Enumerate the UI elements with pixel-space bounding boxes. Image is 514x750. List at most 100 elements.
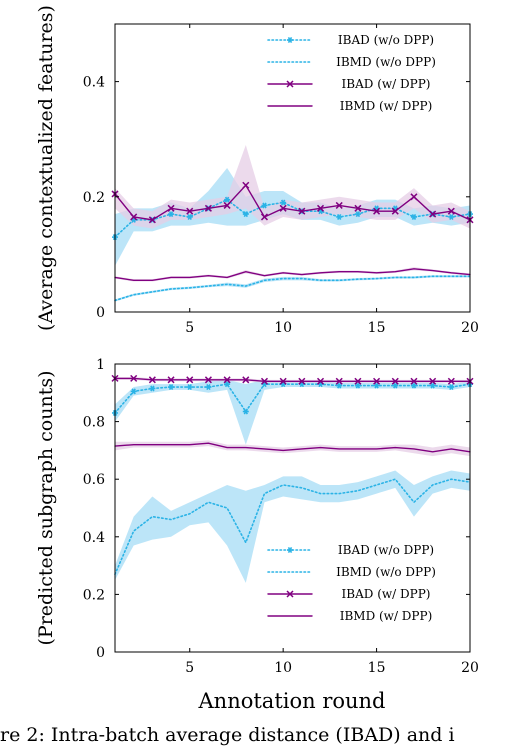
series-line-ibmd-w-o-dpp- xyxy=(114,478,471,576)
x-tick-label: 5 xyxy=(185,320,194,336)
y-tick-label: 0.4 xyxy=(83,75,105,91)
legend-entry: IBAD (w/ DPP) xyxy=(267,587,431,601)
series-line-ibad-w-dpp- xyxy=(114,377,471,382)
legend-entry: IBMD (w/ DPP) xyxy=(267,609,433,623)
legend-entry: IBMD (w/o DPP) xyxy=(267,55,436,69)
data-point xyxy=(260,377,269,385)
y-tick-label: 0.8 xyxy=(83,415,105,431)
data-point xyxy=(260,213,269,221)
data-point xyxy=(168,384,175,391)
legend-label: IBAD (w/o DPP) xyxy=(338,543,434,557)
y-tick-label: 0 xyxy=(96,305,105,321)
data-point xyxy=(261,202,268,209)
data-point xyxy=(298,377,306,385)
data-point xyxy=(223,201,231,209)
legend: IBAD (w/o DPP) IBMD (w/o DPP) IBAD (w/ DPP… xyxy=(267,33,436,113)
data-point xyxy=(448,213,455,220)
legend-entry: IBAD (w/o DPP) xyxy=(267,543,434,557)
data-point xyxy=(316,377,325,385)
data-point xyxy=(223,376,231,384)
legend-entry: IBAD (w/o DPP) xyxy=(267,33,434,47)
series-line-ibmd-w-o-dpp- xyxy=(114,275,471,302)
data-point xyxy=(148,216,156,224)
series-line-ibad-w-o-dpp- xyxy=(114,383,471,414)
data-point xyxy=(186,376,194,384)
legend-label: IBAD (w/o DPP) xyxy=(338,33,434,47)
data-point xyxy=(429,382,436,389)
data-point xyxy=(224,381,231,388)
series-line-ibmd-w-dpp- xyxy=(114,442,471,453)
y-tick-label: 0.2 xyxy=(83,587,105,603)
data-point xyxy=(410,213,417,220)
data-point xyxy=(447,207,455,215)
data-point xyxy=(335,377,343,385)
data-point xyxy=(148,376,156,384)
legend-entry: IBMD (w/o DPP) xyxy=(267,565,436,579)
data-point xyxy=(354,377,362,385)
legend-label: IBMD (w/o DPP) xyxy=(336,565,436,579)
series-line-ibmd-w-dpp- xyxy=(114,268,471,282)
x-tick-label: 20 xyxy=(461,660,479,676)
data-point xyxy=(373,382,380,389)
data-point xyxy=(335,201,343,209)
data-point xyxy=(242,211,249,218)
data-point xyxy=(448,384,455,391)
legend-label: IBAD (w/ DPP) xyxy=(342,77,431,91)
data-point xyxy=(167,204,175,212)
data-point xyxy=(316,204,325,212)
data-point xyxy=(130,388,137,395)
legend-entry: IBMD (w/ DPP) xyxy=(267,99,433,113)
y-tick-label: 0.2 xyxy=(83,190,105,206)
data-point xyxy=(279,377,287,385)
plot-frame xyxy=(114,363,471,653)
data-point xyxy=(410,193,418,201)
data-point xyxy=(336,382,343,389)
legend-label: IBMD (w/o DPP) xyxy=(336,55,436,69)
y-tick-label: 0.4 xyxy=(83,530,105,546)
data-point xyxy=(298,207,306,215)
legend-label: IBMD (w/ DPP) xyxy=(340,99,433,113)
plot-frame xyxy=(114,23,471,313)
data-point xyxy=(410,382,417,389)
y-tick-label: 1 xyxy=(96,357,105,373)
data-point xyxy=(224,196,231,203)
x-tick-label: 15 xyxy=(368,320,386,336)
data-point xyxy=(186,384,193,391)
data-point xyxy=(186,207,194,215)
data-point xyxy=(280,199,287,206)
data-point xyxy=(391,377,399,385)
data-point xyxy=(242,408,249,415)
figure-caption-fragment: re 2: Intra-batch average distance (IBAD… xyxy=(0,724,455,746)
data-point xyxy=(242,376,250,384)
data-point xyxy=(167,376,175,384)
data-point xyxy=(429,377,437,385)
data-point xyxy=(354,382,361,389)
data-point xyxy=(391,207,399,215)
data-point xyxy=(447,377,455,385)
data-point xyxy=(354,204,362,212)
data-point xyxy=(205,384,212,391)
data-point xyxy=(279,204,287,212)
legend-label: IBAD (w/ DPP) xyxy=(342,587,431,601)
confidence-band-ibmd-w-dpp- xyxy=(115,440,470,457)
y-axis-label: (Average contextualized features) xyxy=(35,5,57,331)
y-axis-label: (Predicted subgraph counts) xyxy=(35,371,57,646)
confidence-band-ibad-w-o-dpp- xyxy=(115,379,470,445)
x-tick-label: 10 xyxy=(274,660,292,676)
data-point xyxy=(149,385,156,392)
y-tick-label: 0.6 xyxy=(83,472,105,488)
data-point xyxy=(186,213,193,220)
data-point xyxy=(204,376,212,384)
x-axis-label: Annotation round xyxy=(198,689,386,713)
y-tick-label: 0 xyxy=(96,645,105,661)
legend: IBAD (w/o DPP) IBMD (w/o DPP) IBAD (w/ DPP… xyxy=(267,543,436,623)
bottom-chart-panel: 5 10 15 20 0 0.2 0.4 0.6 0.8 1 (Predicted subgraph… xyxy=(35,357,479,676)
data-point xyxy=(130,374,138,382)
data-point xyxy=(168,211,175,218)
data-point xyxy=(242,181,250,189)
legend-label: IBMD (w/ DPP) xyxy=(340,609,433,623)
x-tick-label: 5 xyxy=(185,660,194,676)
x-tick-label: 20 xyxy=(461,320,479,336)
